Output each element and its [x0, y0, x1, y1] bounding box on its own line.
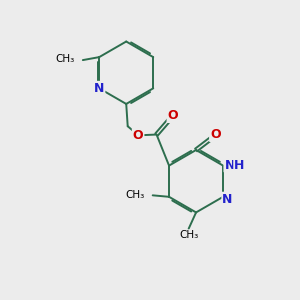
- Text: N: N: [94, 82, 104, 95]
- Text: N: N: [224, 158, 235, 172]
- Text: CH₃: CH₃: [179, 230, 198, 240]
- Text: CH₃: CH₃: [125, 190, 144, 200]
- Text: O: O: [133, 129, 143, 142]
- Text: CH₃: CH₃: [55, 55, 74, 64]
- Text: O: O: [168, 109, 178, 122]
- Text: O: O: [210, 128, 221, 141]
- Text: N: N: [222, 193, 233, 206]
- Text: H: H: [234, 158, 244, 172]
